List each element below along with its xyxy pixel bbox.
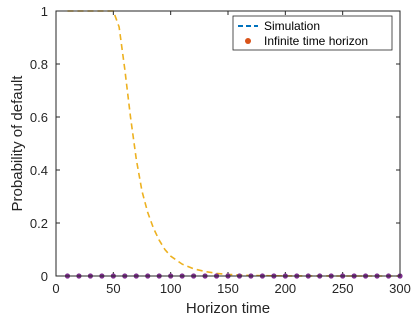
x-axis-label: Horizon time — [186, 300, 270, 317]
x-tick-label: 300 — [389, 281, 411, 296]
legend: Simulation Infinite time horizon — [232, 15, 393, 51]
x-tick-label: 100 — [160, 281, 182, 296]
y-tick-label: 0.8 — [30, 57, 48, 72]
legend-simulation-label: Simulation — [264, 19, 320, 33]
x-tick-label: 0 — [52, 281, 59, 296]
series-simulation-line — [67, 10, 400, 277]
y-axis-label: Probability of default — [9, 75, 26, 212]
x-tick-label: 50 — [106, 281, 120, 296]
y-tick-label: 0.4 — [30, 163, 48, 178]
legend-box — [232, 15, 393, 51]
y-tick-label: 0.2 — [30, 216, 48, 231]
x-tick-label: 250 — [332, 281, 354, 296]
x-tick-label: 200 — [274, 281, 296, 296]
legend-infinite-horizon-swatch — [245, 38, 251, 44]
legend-infinite-horizon-label: Infinite time horizon — [264, 34, 368, 48]
y-tick-label: 0 — [41, 269, 48, 284]
y-tick-label: 1 — [41, 4, 48, 19]
plot-series — [64, 10, 403, 279]
y-tick-label: 0.6 — [30, 110, 48, 125]
x-tick-label: 150 — [217, 281, 239, 296]
axis-ticks: 0 50 100 150 200 250 300 0 0.2 0.4 0.6 0.8 1 — [30, 4, 411, 296]
plot-area-frame — [55, 10, 401, 277]
